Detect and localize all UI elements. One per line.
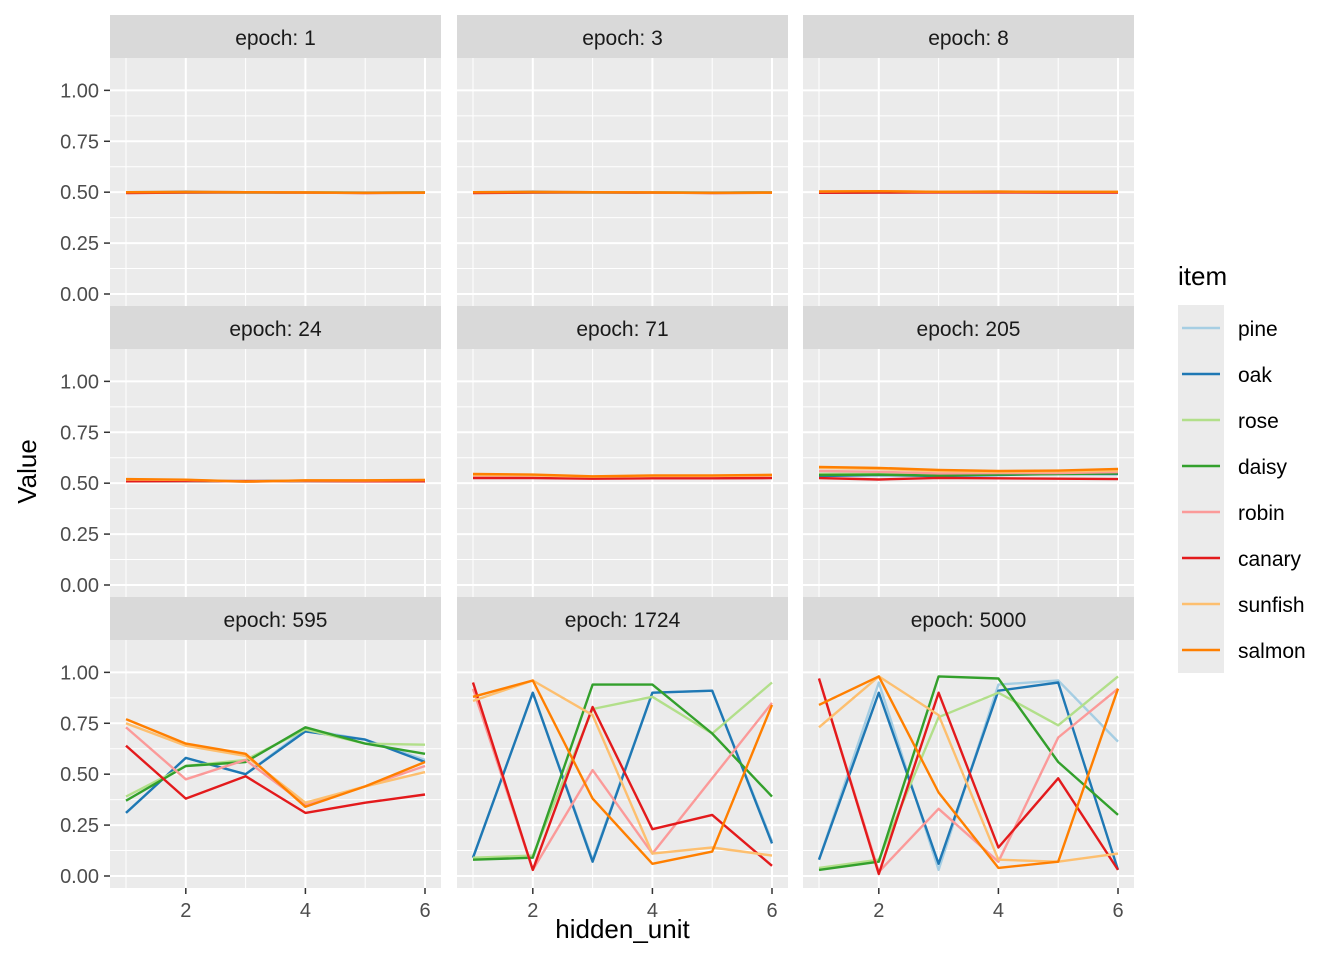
panel-background [110,640,441,888]
legend-label: rose [1238,410,1279,433]
x-axis-title: hidden_unit [555,914,690,944]
facet-strip [457,15,788,58]
series-line-salmon [818,189,1118,194]
facet-strip [110,306,441,349]
series-line-oak [471,689,774,863]
legend-title: item [1178,261,1227,291]
y-tick-label: 0.75 [60,422,99,444]
y-axis-title: Value [12,439,42,504]
series-line-canary [471,682,773,872]
facet-panels: epoch: 1 0.00 0.25 0.50 0.75 1.00 epoch: 3 epoc… [60,15,1134,922]
facet-panel: epoch: 71 [457,306,788,597]
facet-strip-label: epoch: 5000 [911,609,1027,632]
panel-background [110,349,441,597]
panel-background [110,58,441,306]
facet-strip [803,15,1134,58]
series-line-daisy [472,683,773,861]
facet-panel: epoch: 24 0.00 0.25 0.50 0.75 1.00 [60,306,441,597]
facet-panel: epoch: 205 [803,306,1134,597]
x-tick-label: 2 [873,900,884,922]
series-line-daisy [818,675,1119,872]
x-tick-label: 6 [766,900,777,922]
y-tick-label: 0.75 [60,131,99,153]
facet-strip [803,306,1134,349]
x-tick-label: 6 [419,900,430,922]
y-tick-label: 0.75 [60,713,99,735]
x-tick-label: 4 [300,900,311,922]
series-line-salmon [125,190,426,195]
legend-label: sunfish [1238,594,1305,617]
series-line-canary [473,476,773,480]
y-tick-label: 0.50 [60,473,99,495]
series-line-oak [817,681,1120,871]
x-tick-label: 6 [1112,900,1123,922]
y-tick-label: 0.25 [60,815,99,837]
facet-panel: epoch: 3 [457,15,788,306]
facet-strip [110,597,441,640]
legend-label: oak [1238,364,1272,387]
facet-strip [457,306,788,349]
facet-strip [457,597,788,640]
series-line-robin [818,469,1119,475]
series-line-salmon [472,472,773,478]
facet-strip-label: epoch: 1 [235,27,316,50]
x-tick-label: 2 [180,900,191,922]
y-tick-label: 0.00 [60,575,99,597]
panel-background [457,640,788,888]
y-tick-label: 0.50 [60,764,99,786]
series-line-salmon [125,718,426,808]
facet-strip [110,15,441,58]
facet-panel: epoch: 5000 2 4 6 [803,597,1134,922]
series-line-canary [817,678,1120,876]
panel-background [803,640,1134,888]
series-line-canary [125,744,426,815]
facet-strip-label: epoch: 3 [582,27,663,50]
legend-label: canary [1238,548,1302,571]
facet-panel: epoch: 8 [803,15,1134,306]
facet-strip-label: epoch: 71 [576,318,668,341]
y-tick-label: 1.00 [60,371,99,393]
y-tick-label: 0.00 [60,866,99,888]
panel-background [457,58,788,306]
y-tick-label: 0.50 [60,182,99,204]
facet-strip-label: epoch: 595 [224,609,328,632]
series-line-salmon [818,465,1119,473]
panel-background [457,349,788,597]
facet-panel: epoch: 1 0.00 0.25 0.50 0.75 1.00 [60,15,441,306]
x-tick-label: 2 [527,900,538,922]
facet-panel: epoch: 1724 2 4 6 [457,597,788,922]
series-line-rose [472,681,773,859]
legend-label: robin [1238,502,1285,525]
facet-strip-label: epoch: 8 [928,27,1009,50]
y-tick-label: 0.25 [60,233,99,255]
facet-strip-label: epoch: 1724 [565,609,681,632]
facet-panel: epoch: 595 0.00 0.25 0.50 0.75 1.00 2 4 6 [60,597,441,922]
facet-strip-label: epoch: 24 [229,318,322,341]
series-line-canary [818,476,1119,481]
facet-strip [803,597,1134,640]
y-tick-label: 1.00 [60,662,99,684]
x-tick-label: 4 [993,900,1004,922]
x-tick-label: 4 [647,900,658,922]
y-tick-label: 1.00 [60,80,99,102]
legend: item pine oak rose daisy robin canary sunfish s… [1178,261,1306,673]
series-line-rose [818,675,1119,870]
y-tick-label: 0.00 [60,284,99,306]
series-line-salmon [472,679,774,865]
legend-label: daisy [1238,456,1288,479]
y-tick-label: 0.25 [60,524,99,546]
series-line-salmon [818,675,1120,870]
panel-background [803,58,1134,306]
facet-strip-label: epoch: 205 [917,318,1021,341]
series-line-sunfish [818,675,1119,863]
series-line-salmon [472,190,773,195]
series-line-salmon [125,477,426,483]
legend-label: pine [1238,318,1278,341]
legend-label: salmon [1238,640,1306,663]
